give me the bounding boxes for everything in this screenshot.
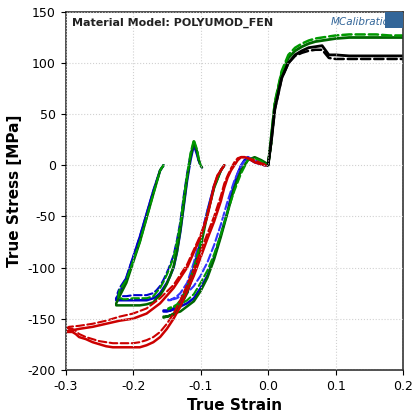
X-axis label: True Strain: True Strain (187, 398, 282, 413)
Text: MCalibration: MCalibration (331, 17, 396, 27)
FancyBboxPatch shape (385, 12, 405, 28)
Y-axis label: True Stress [MPa]: True Stress [MPa] (7, 115, 22, 267)
Text: Material Model: POLYUMOD_FEN: Material Model: POLYUMOD_FEN (72, 17, 273, 28)
